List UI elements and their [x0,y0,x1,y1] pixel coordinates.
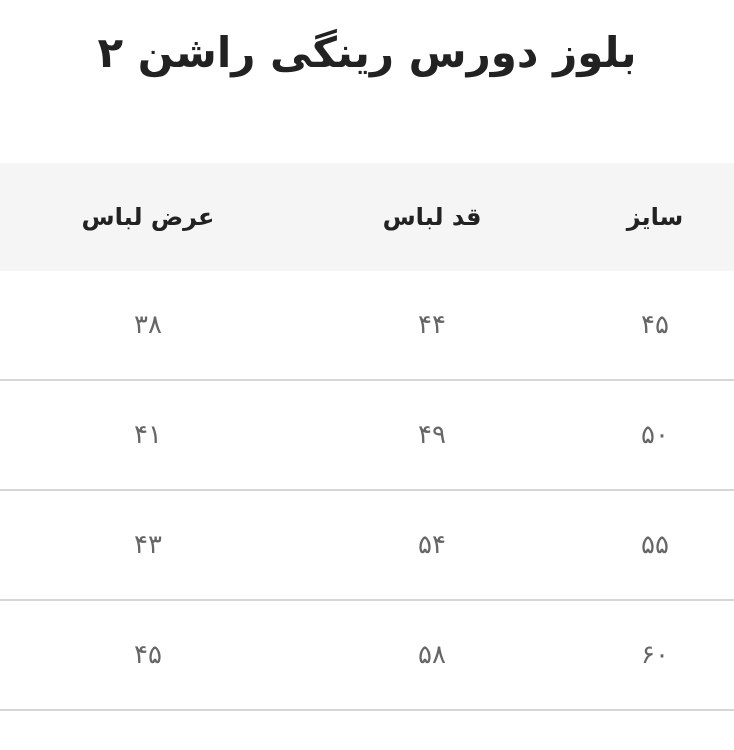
cell-size: ۶۰ [641,640,669,670]
table-row: ۴۵ ۴۴ ۳۸ [0,271,734,381]
cell-size: ۴۵ [641,310,669,340]
cell-length: ۵۴ [418,530,446,560]
table-row: ۵۰ ۴۹ ۴۱ [0,381,734,491]
cell-width: ۳۸ [134,310,162,340]
table-row: ۵۵ ۵۴ ۴۳ [0,491,734,601]
cell-size: ۵۰ [641,420,669,450]
header-width: عرض لباس [81,203,215,231]
table-header: سایز قد لباس عرض لباس [0,163,734,271]
page-title: بلوز دورس رینگی راشن ۲ [97,28,637,77]
cell-length: ۵۸ [418,640,446,670]
header-size: سایز [626,203,684,231]
header-length: قد لباس [382,203,482,231]
cell-width: ۴۱ [134,420,162,450]
cell-width: ۴۵ [134,640,162,670]
cell-length: ۴۹ [418,420,446,450]
table-row: ۶۰ ۵۸ ۴۵ [0,601,734,711]
cell-width: ۴۳ [134,530,162,560]
cell-size: ۵۵ [641,530,669,560]
cell-length: ۴۴ [418,310,446,340]
